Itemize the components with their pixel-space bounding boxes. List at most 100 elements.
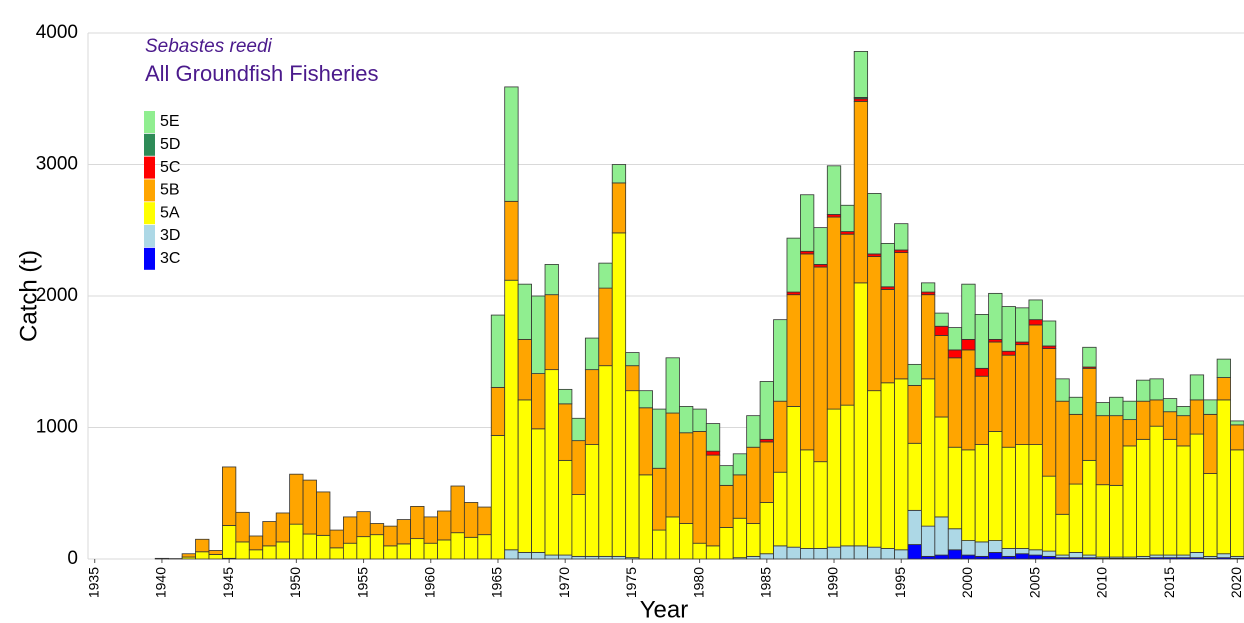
bar-segment: [598, 365, 613, 557]
bar-segment: [235, 511, 250, 543]
bar-segment: [638, 407, 653, 476]
bar-segment: [342, 516, 358, 544]
bar-segment: [1001, 446, 1016, 549]
bar-segment: [638, 474, 653, 560]
bar-segment: [1001, 548, 1016, 557]
bar-segment: [531, 552, 546, 560]
bar-segment: [786, 546, 801, 560]
bar-segment: [1068, 413, 1084, 485]
bar-segment: [1041, 550, 1057, 557]
bar-segment: [544, 264, 559, 296]
legend-label: 3D: [160, 227, 180, 244]
bar-segment: [463, 536, 479, 560]
bar-segment: [611, 182, 627, 234]
bar-segment: [1028, 554, 1043, 560]
bar-segment: [840, 545, 855, 560]
bar-segment: [974, 375, 990, 445]
legend-label: 5D: [160, 136, 180, 153]
bar-segment: [800, 449, 815, 549]
bar-segment: [517, 399, 532, 553]
bar-segment: [840, 233, 855, 406]
bar-segment: [988, 431, 1003, 541]
bar-segment: [692, 408, 707, 432]
bar-segment: [867, 390, 882, 548]
bar-segment: [262, 521, 277, 547]
bar-segment: [1015, 553, 1030, 560]
bar-segment: [665, 357, 680, 414]
bar-segment: [316, 534, 331, 560]
bar-segment: [773, 400, 788, 473]
bar-segment: [974, 541, 990, 557]
bar-segment: [786, 406, 801, 548]
bar-segment: [490, 314, 506, 388]
bar-segment: [625, 365, 640, 392]
x-tick-label: 1950: [287, 567, 303, 598]
bar-segment: [746, 523, 761, 557]
bar-segment: [867, 546, 882, 560]
bar-segment: [1162, 398, 1178, 413]
bar-segment: [611, 232, 627, 557]
bar-segment: [759, 502, 774, 555]
bar-segment: [477, 506, 492, 536]
bar-segment: [934, 325, 949, 336]
bar-segment: [235, 541, 250, 560]
legend-label: 3C: [160, 250, 180, 267]
bar-segment: [826, 216, 842, 410]
y-tick-label: 1000: [36, 417, 78, 438]
bar-segment: [679, 406, 694, 434]
bar-segment: [746, 415, 761, 448]
bar-segment: [1149, 378, 1164, 401]
bar-segment: [1216, 399, 1231, 555]
bar-segment: [1001, 350, 1016, 356]
bar-segment: [961, 338, 976, 351]
legend-swatch: [144, 156, 155, 179]
bar-segment: [934, 312, 949, 327]
bar-segment: [544, 554, 559, 560]
x-tick-label: 1980: [690, 567, 706, 598]
bar-segment: [974, 314, 990, 369]
bar-segment: [517, 338, 532, 401]
bar-segment: [1176, 445, 1191, 556]
bar-segment: [759, 553, 774, 560]
bar-segment: [437, 510, 452, 541]
bar-segment: [423, 516, 438, 544]
bar-segment: [383, 545, 398, 560]
bar-segment: [1041, 348, 1057, 477]
bar-segment: [853, 100, 869, 284]
bar-segment: [369, 523, 385, 536]
bar-segment: [584, 444, 600, 557]
bar-segment: [988, 341, 1003, 432]
y-tick-label: 2000: [36, 285, 78, 306]
bar-segment: [652, 408, 667, 469]
bar-segment: [961, 449, 976, 541]
bar-segment: [248, 535, 264, 551]
bar-segment: [477, 534, 492, 560]
bar-segment: [961, 349, 976, 451]
bar-segment: [558, 459, 573, 556]
bar-segment: [705, 545, 721, 560]
x-tick-label: 1945: [220, 567, 236, 598]
legend-label: 5C: [160, 159, 180, 176]
bar-segment: [1001, 306, 1016, 352]
bar-segment: [1122, 445, 1137, 558]
legend-label: 5A: [160, 204, 180, 221]
bar-segment: [1122, 400, 1137, 421]
bar-segment: [1109, 396, 1124, 417]
bar-segment: [880, 548, 895, 560]
bar-segment: [1176, 415, 1191, 447]
x-tick-label: 1995: [892, 567, 908, 598]
bar-segment: [920, 378, 936, 527]
bar-segment: [504, 200, 519, 281]
bar-segment: [988, 552, 1003, 560]
bar-segment: [1203, 413, 1218, 474]
bar-segment: [531, 373, 546, 430]
bar-segment: [1041, 475, 1057, 552]
bar-segment: [719, 465, 734, 486]
bar-segment: [974, 444, 990, 543]
bar-segment: [1028, 549, 1043, 556]
bar-segment: [961, 283, 976, 340]
legend-swatch: [144, 111, 155, 133]
bar-segment: [1055, 513, 1070, 556]
bar-segment: [584, 369, 600, 445]
bar-segment: [396, 519, 412, 545]
